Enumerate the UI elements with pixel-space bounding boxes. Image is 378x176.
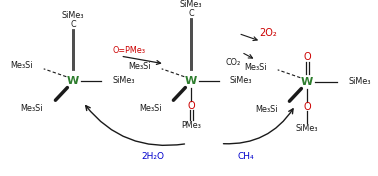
Text: W: W bbox=[301, 77, 313, 87]
Text: SiMe₃: SiMe₃ bbox=[229, 76, 252, 85]
Text: CH₄: CH₄ bbox=[238, 152, 254, 161]
Text: Me₃Si: Me₃Si bbox=[245, 63, 267, 72]
Text: Me₃Si: Me₃Si bbox=[255, 105, 278, 114]
Text: SiMe₃: SiMe₃ bbox=[62, 11, 84, 20]
Text: O: O bbox=[304, 52, 311, 62]
Text: Me₃Si: Me₃Si bbox=[10, 61, 33, 70]
Text: PMe₃: PMe₃ bbox=[181, 121, 201, 130]
Text: 2O₂: 2O₂ bbox=[259, 29, 277, 38]
Text: Me₃Si: Me₃Si bbox=[20, 104, 43, 113]
Text: W: W bbox=[67, 76, 79, 86]
Text: SiMe₃: SiMe₃ bbox=[349, 77, 371, 86]
FancyArrowPatch shape bbox=[86, 106, 184, 145]
Text: Me₃Si: Me₃Si bbox=[139, 104, 162, 113]
Text: 2H₂O: 2H₂O bbox=[141, 152, 164, 161]
Text: O: O bbox=[304, 102, 311, 112]
Text: CO₂: CO₂ bbox=[226, 58, 241, 67]
Text: C: C bbox=[188, 9, 194, 18]
Text: O: O bbox=[187, 101, 195, 111]
Text: O=PMe₃: O=PMe₃ bbox=[113, 46, 146, 55]
Text: Me₃Si: Me₃Si bbox=[129, 62, 151, 71]
FancyArrowPatch shape bbox=[223, 109, 293, 144]
Text: W: W bbox=[185, 76, 197, 86]
Text: C: C bbox=[70, 20, 76, 29]
Text: SiMe₃: SiMe₃ bbox=[180, 0, 203, 10]
Text: SiMe₃: SiMe₃ bbox=[296, 124, 318, 133]
Text: SiMe₃: SiMe₃ bbox=[113, 76, 135, 85]
